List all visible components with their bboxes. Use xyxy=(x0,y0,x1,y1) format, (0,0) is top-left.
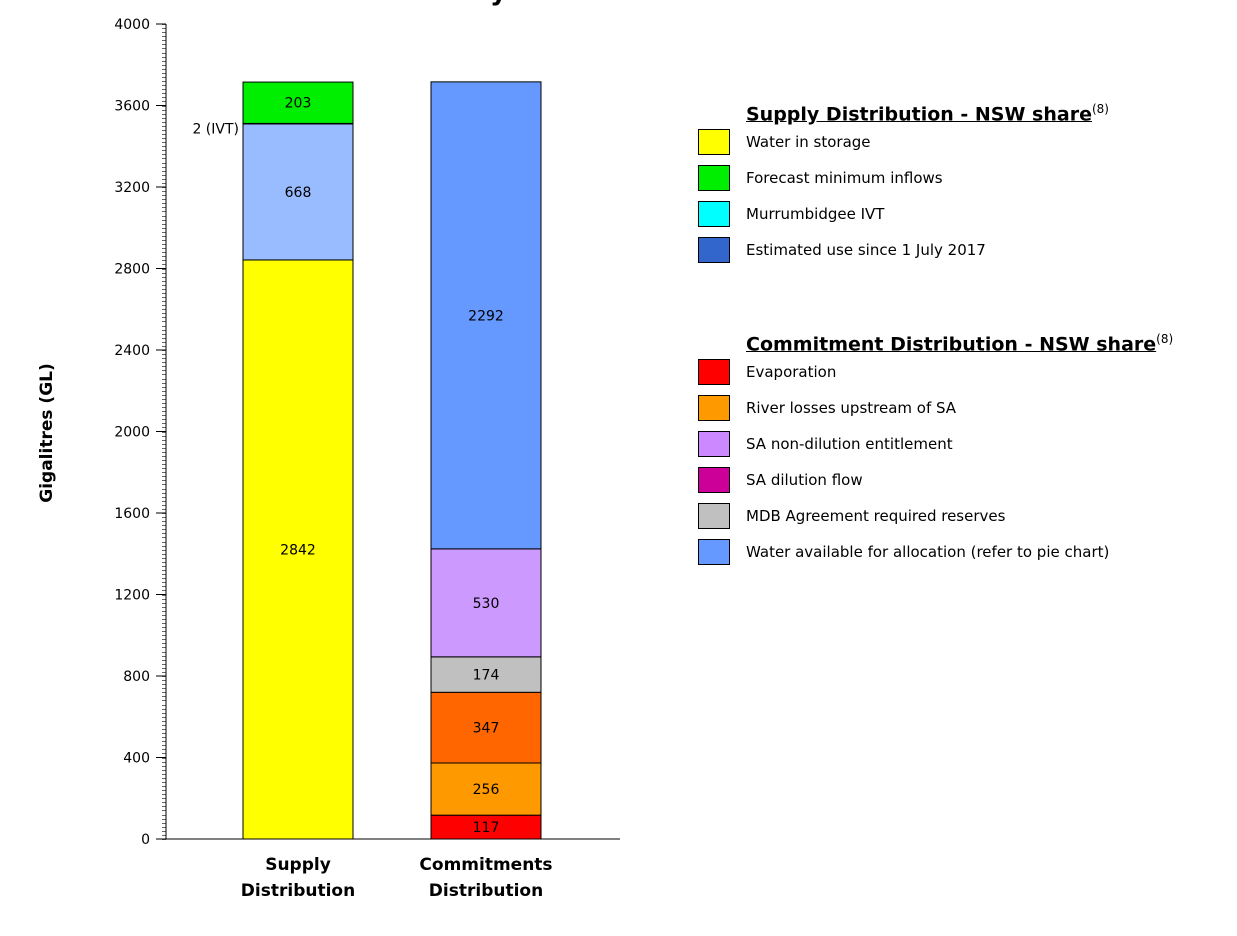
bar-segment-forecast-minimum-inflows xyxy=(242,81,354,124)
y-tick-label: 4000 xyxy=(114,17,150,33)
x-category-label: Commitments Distribution xyxy=(419,855,552,901)
legend-supply-note: (8) xyxy=(1091,102,1109,116)
legend-item: SA non-dilution entitlement xyxy=(698,426,1173,462)
bar-segment-water-available-for-allocation-refer-to-pie-chart xyxy=(430,81,542,550)
data-label-river-losses-upstream-of-sa: 256 xyxy=(473,782,500,798)
legend-swatch xyxy=(698,129,730,155)
y-tick-label: 800 xyxy=(123,669,150,685)
bar-segment-water-in-storage xyxy=(242,259,354,840)
y-tick-label: 2000 xyxy=(114,425,150,441)
legend-label: SA non-dilution entitlement xyxy=(746,435,953,453)
y-tick-label: 1600 xyxy=(114,506,150,522)
y-axis-label: Gigalitres (GL) xyxy=(37,363,57,502)
data-label-sa-dilution-flow: 347 xyxy=(473,721,500,737)
bar-segment-sa-non-dilution-entitlement xyxy=(430,548,542,658)
legend-swatch xyxy=(698,467,730,493)
bar-segment-river-losses-upstream-of-sa xyxy=(430,762,542,816)
y-tick-label: 2400 xyxy=(114,343,150,359)
legend-swatch xyxy=(698,503,730,529)
y-tick-label: 3600 xyxy=(114,99,150,115)
y-axis: 0 400 800 1200 1600 2000 2400 2800 3200 3600 4000 xyxy=(114,17,620,848)
legend-item: Water in storage xyxy=(698,124,1109,160)
data-label-sa-non-dilution-entitlement: 530 xyxy=(473,596,500,612)
legend-swatch xyxy=(698,539,730,565)
legend-label: Water available for allocation (refer to… xyxy=(746,543,1110,561)
legend-label: Estimated use since 1 July 2017 xyxy=(746,241,986,259)
legend-swatch xyxy=(698,395,730,421)
data-label-evaporation: 117 xyxy=(473,820,500,836)
legend-item: Evaporation xyxy=(698,354,1173,390)
legend-commitment-note: (8) xyxy=(1156,332,1174,346)
legend-commitment-title: Commitment Distribution - NSW share(8) xyxy=(746,324,1174,356)
category-labels: Supply Distribution Commitments Distributio… xyxy=(241,855,553,901)
chart-title: y xyxy=(490,0,507,7)
legend-swatch xyxy=(698,201,730,227)
bar-segment-estimated-use-since-1-july-2017 xyxy=(242,123,354,261)
data-label-mdb-agreement-required-reserves: 174 xyxy=(473,668,500,684)
data-label-water-in-storage: 2842 xyxy=(280,542,316,558)
y-tick-label: 2800 xyxy=(114,262,150,278)
legend-item: Water available for allocation (refer to… xyxy=(698,534,1173,570)
bar-segment-sa-dilution-flow xyxy=(430,691,542,764)
x-category-label: Supply Distribution xyxy=(241,855,355,901)
legend-commitment-title-text: Commitment Distribution - NSW share xyxy=(746,333,1157,356)
legend-label: River losses upstream of SA xyxy=(746,399,957,417)
legend-label: Water in storage xyxy=(746,133,871,151)
data-label-murrumbidgee-ivt: 2 (IVT) xyxy=(192,121,239,137)
legend-label: Forecast minimum inflows xyxy=(746,169,943,187)
data-label-forecast-minimum-inflows: 203 xyxy=(285,96,312,112)
legend-label: SA dilution flow xyxy=(746,471,863,489)
legend-swatch xyxy=(698,431,730,457)
y-tick-label: 400 xyxy=(123,751,150,767)
legend-supply-title: Supply Distribution - NSW share(8) xyxy=(746,94,1109,126)
legend-item: SA dilution flow xyxy=(698,462,1173,498)
y-tick-label: 0 xyxy=(141,832,150,848)
y-tick-label: 3200 xyxy=(114,180,150,196)
legend-item: MDB Agreement required reserves xyxy=(698,498,1173,534)
y-tick-label: 1200 xyxy=(114,588,150,604)
legend-swatch xyxy=(698,237,730,263)
legend-label: MDB Agreement required reserves xyxy=(746,507,1006,525)
bars: 2842 668 2 (IVT) 203 117 256 347 174 530 2292 xyxy=(192,81,542,840)
legend-label: Murrumbidgee IVT xyxy=(746,205,885,223)
legend-supply: Supply Distribution - NSW share(8) Water… xyxy=(698,94,1109,268)
legend-swatch xyxy=(698,359,730,385)
legend-commitment: Commitment Distribution - NSW share(8) E… xyxy=(698,324,1173,570)
legend-item: Murrumbidgee IVT xyxy=(698,196,1109,232)
legend-item: Forecast minimum inflows xyxy=(698,160,1109,196)
legend-item: River losses upstream of SA xyxy=(698,390,1173,426)
legend-item: Estimated use since 1 July 2017 xyxy=(698,232,1109,268)
legend-label: Evaporation xyxy=(746,363,837,381)
data-label-water-available-for-allocation-refer-to-pie-chart: 2292 xyxy=(468,308,504,324)
legend-supply-title-text: Supply Distribution - NSW share xyxy=(746,103,1092,126)
legend-swatch xyxy=(698,165,730,191)
data-label-estimated-use-since-1-july-2017: 668 xyxy=(285,185,312,201)
